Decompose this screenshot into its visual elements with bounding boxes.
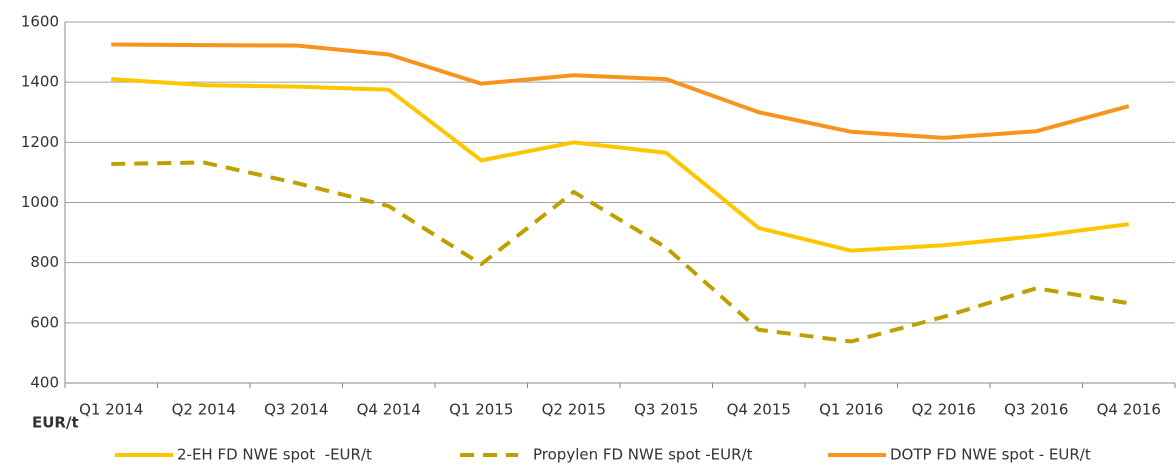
x-tick-label: Q1 2016	[819, 401, 883, 419]
line-series	[111, 42, 1130, 140]
x-tick-label: Q3 2016	[1004, 401, 1068, 419]
x-tick-label: Q1 2014	[79, 401, 143, 419]
x-tick-label: Q4 2016	[1097, 401, 1161, 419]
line-series	[111, 77, 1130, 253]
legend-label: 2-EH FD NWE spot -EUR/t	[177, 446, 372, 464]
x-tick-label: Q2 2016	[912, 401, 976, 419]
x-tick-label: Q1 2015	[449, 401, 513, 419]
y-tick-label: 400	[30, 374, 59, 392]
x-tick-label: Q3 2014	[264, 401, 328, 419]
y-tick-label: 1600	[21, 13, 59, 31]
y-tick-label: 800	[30, 253, 59, 271]
x-tick-label: Q3 2015	[634, 401, 698, 419]
x-tick-label: Q2 2014	[172, 401, 236, 419]
y-axis-title: EUR/t	[32, 414, 79, 432]
y-tick-label: 1400	[21, 73, 59, 91]
y-tick-label: 1000	[21, 193, 59, 211]
x-tick-label: Q4 2015	[727, 401, 791, 419]
legend-label: Propylen FD NWE spot -EUR/t	[533, 446, 753, 464]
y-tick-label: 600	[30, 313, 59, 331]
y-tick-label: 1200	[21, 133, 59, 151]
legend-label: DOTP FD NWE spot - EUR/t	[890, 446, 1091, 464]
x-tick-label: Q4 2014	[357, 401, 421, 419]
line-series	[111, 160, 1130, 344]
x-tick-label: Q2 2015	[542, 401, 606, 419]
